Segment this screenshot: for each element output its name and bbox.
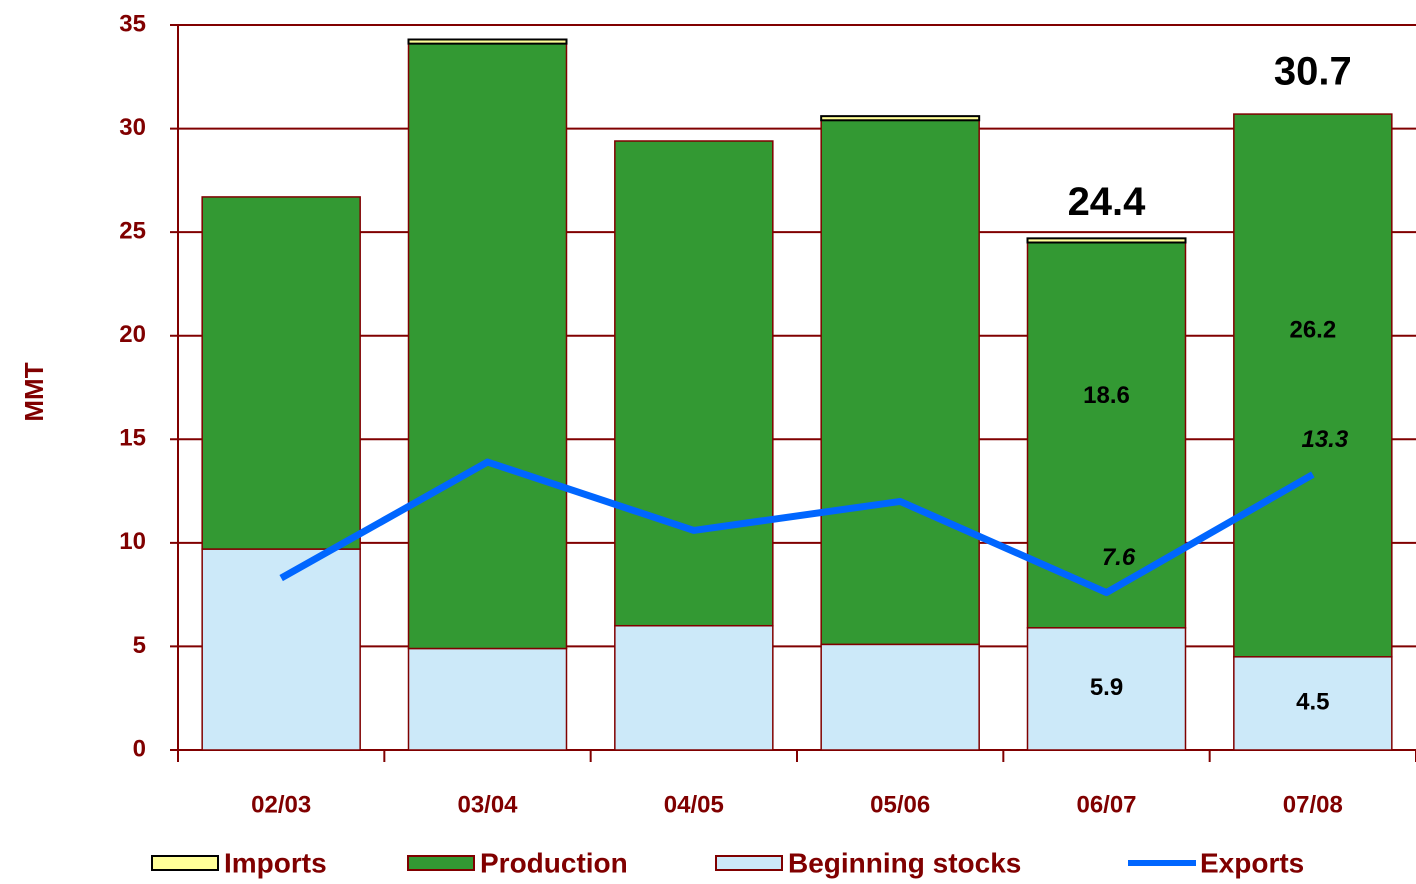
bar-segment	[407, 38, 568, 45]
line-label: 13.3	[1301, 426, 1348, 453]
x-tick-label: 05/06	[870, 791, 930, 818]
legend-swatch	[151, 855, 219, 871]
legend-swatch	[715, 855, 783, 871]
bar-segment	[201, 548, 361, 751]
y-tick-label: 5	[133, 632, 146, 659]
line-series	[279, 458, 1315, 597]
bar-segment	[820, 115, 981, 122]
bar-segment	[1026, 241, 1187, 629]
legend-label: Production	[480, 847, 628, 878]
y-tick-label: 10	[119, 528, 146, 555]
data-label: 26.2	[1289, 317, 1336, 344]
line-label: 7.6	[1102, 544, 1136, 571]
y-tick-label: 15	[119, 425, 146, 452]
data-label: 18.6	[1083, 382, 1130, 409]
total-label: 30.7	[1274, 50, 1352, 94]
x-tick-label: 02/03	[251, 791, 311, 818]
legend-label: Exports	[1200, 847, 1304, 878]
y-tick-label: 25	[119, 217, 146, 244]
legend-label: Beginning stocks	[788, 847, 1021, 878]
bar-segment	[1233, 113, 1393, 658]
bar-segment	[407, 42, 568, 650]
x-tick-label: 03/04	[457, 791, 518, 818]
y-tick-label: 35	[119, 10, 146, 37]
data-label: 4.5	[1296, 689, 1329, 716]
y-tick-label: 20	[119, 321, 146, 348]
x-tick-label: 06/07	[1076, 791, 1136, 818]
total-label: 24.4	[1068, 180, 1147, 224]
bar-segment	[1233, 656, 1393, 751]
bar-segment	[820, 643, 980, 751]
bar-segment	[1026, 237, 1187, 244]
legend-label: Imports	[224, 847, 327, 878]
y-axis-label: MMT	[19, 362, 49, 421]
bar-segment	[407, 647, 568, 751]
bar-segment	[614, 140, 774, 627]
bar-segment	[201, 196, 361, 550]
bar-segment	[1026, 627, 1187, 751]
x-tick-label: 07/08	[1283, 791, 1343, 818]
x-tick-label: 04/05	[664, 791, 724, 818]
y-tick-label: 30	[119, 114, 146, 141]
bar-segment	[820, 119, 980, 646]
data-label: 5.9	[1090, 674, 1123, 701]
legend-swatch	[407, 855, 475, 871]
bar-segment	[614, 624, 774, 751]
y-tick-label: 0	[133, 735, 146, 762]
